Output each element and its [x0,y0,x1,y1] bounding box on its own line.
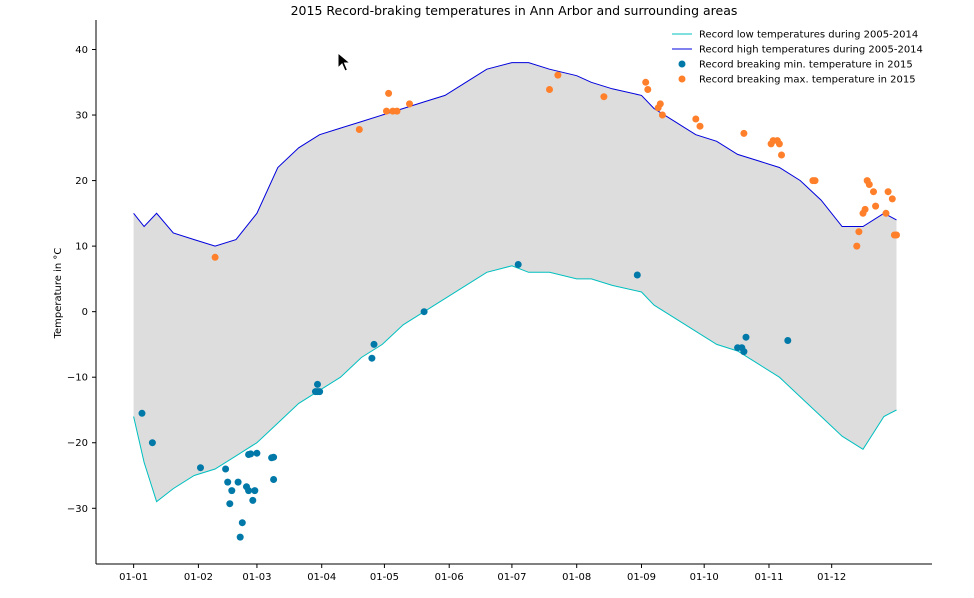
min-point-21 [314,380,321,388]
legend: Record low temperatures during 2005-2014… [672,30,923,86]
y-tick-label-6: 30 [75,111,88,122]
min-point-19 [270,453,278,461]
legend-dot-swatch [678,60,686,68]
min-point-2 [197,464,204,472]
min-point-14 [249,496,257,504]
max-point-11 [644,86,652,93]
legend-item-2: Record breaking min. temperature in 2015 [678,60,913,71]
legend-label: Record low temperatures during 2005-2014 [699,30,918,41]
min-point-7 [234,478,242,486]
x-tick-label-2: 01-03 [242,572,271,583]
record-high-line [133,62,897,247]
min-point-28 [633,271,641,279]
max-point-6 [406,100,413,108]
min-point-25 [370,340,378,348]
min-point-26 [420,308,428,316]
max-point-13 [656,100,664,108]
temperature-range-band [133,62,897,502]
record-min-2015-points [138,261,792,541]
x-tick-label-3: 01-04 [307,572,336,583]
max-point-8 [554,71,562,79]
min-point-23 [316,388,324,396]
legend-label: Record breaking min. temperature in 2015 [699,60,913,71]
max-point-0 [211,253,219,261]
min-point-33 [784,337,792,344]
y-tick-label-0: −30 [67,504,88,515]
min-point-1 [148,439,156,447]
legend-label: Record high temperatures during 2005-201… [699,45,923,56]
x-tick-label-5: 01-06 [435,572,464,583]
x-tick-label-1: 01-02 [184,572,213,583]
max-point-34 [884,188,892,196]
min-point-3 [222,465,230,473]
y-tick-label-7: 40 [75,45,88,56]
legend-label: Record breaking max. temperature in 2015 [699,75,916,86]
max-point-14 [658,111,666,119]
x-tick-label-6: 01-07 [497,572,526,583]
x-tick-label-8: 01-09 [627,572,656,583]
y-axis-label: Temperature in °C [53,248,64,340]
max-point-15 [692,115,700,123]
legend-dot-swatch [678,75,686,83]
y-tick-label-2: −10 [67,373,88,384]
max-point-30 [865,181,873,188]
max-point-9 [600,93,608,101]
max-point-21 [775,140,783,148]
x-tick-label-7: 01-08 [562,572,591,583]
chart-title: 2015 Record-braking temperatures in Ann … [291,3,738,18]
max-point-35 [888,195,896,203]
max-point-3 [385,89,393,97]
legend-item-3: Record breaking max. temperature in 2015 [678,75,916,86]
max-point-17 [740,129,748,137]
min-point-0 [138,409,146,417]
min-point-11 [245,487,253,495]
x-tick-label-11: 01-12 [817,572,846,583]
min-point-24 [368,354,376,362]
max-point-5 [393,107,401,115]
max-point-33 [882,209,890,217]
min-point-32 [742,333,750,341]
max-point-1 [355,126,363,133]
max-point-32 [872,202,880,210]
legend-item-0: Record low temperatures during 2005-2014 [672,30,918,41]
min-point-15 [251,487,259,495]
max-point-16 [696,122,704,130]
min-point-18 [270,476,278,483]
min-point-9 [238,519,246,527]
x-tick-label-0: 01-01 [119,572,148,583]
min-point-4 [224,478,232,486]
min-point-16 [253,449,261,457]
max-point-37 [893,231,900,239]
max-point-2 [383,107,390,115]
max-point-31 [870,188,877,196]
max-point-28 [861,205,869,213]
max-point-22 [778,151,785,159]
record-low-line [133,265,897,503]
y-tick-label-3: 0 [82,307,88,318]
legend-item-1: Record high temperatures during 2005-201… [672,45,923,56]
min-point-13 [247,450,255,458]
max-point-10 [642,78,650,86]
max-point-25 [853,242,861,250]
min-point-6 [228,487,236,495]
plot-area: −30 −20 −10 0 10 20 30 40 01-01 01-02 01-03 01-04 01… [67,20,932,583]
y-tick-label-5: 20 [75,176,88,187]
max-point-24 [811,177,819,185]
max-point-26 [855,228,863,236]
record-max-2015-points [211,71,900,261]
x-tick-label-4: 01-05 [370,572,399,583]
mouse-cursor-icon [337,51,352,72]
y-tick-label-4: 10 [75,242,88,253]
x-tick-label-10: 01-11 [754,572,783,583]
min-point-8 [236,533,244,541]
x-tick-label-9: 01-10 [690,572,719,583]
min-point-27 [514,261,522,268]
min-point-5 [226,500,234,508]
max-point-7 [546,86,553,93]
y-tick-label-1: −20 [67,438,88,449]
min-point-31 [740,348,748,356]
